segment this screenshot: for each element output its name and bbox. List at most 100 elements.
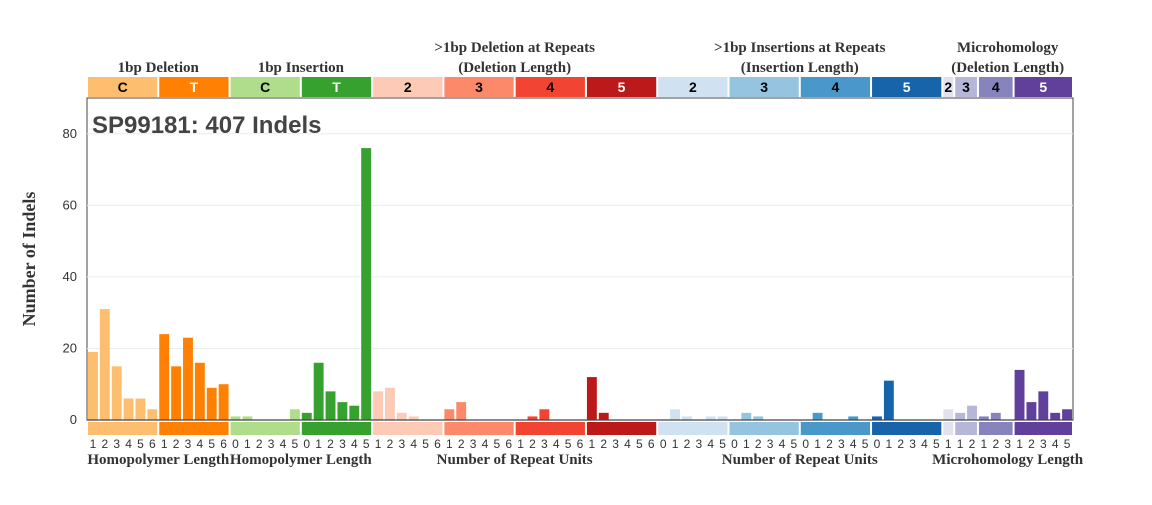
x-tick-label: 4 xyxy=(921,437,928,451)
x-tick-label: 6 xyxy=(505,437,512,451)
x-tick-label: 1 xyxy=(244,437,251,451)
bar xyxy=(741,412,752,420)
top-class-label: 5 xyxy=(1039,79,1047,95)
top-class-label: 4 xyxy=(832,79,840,95)
bottom-class-block xyxy=(1014,422,1072,435)
group-label-top: (Deletion Length) xyxy=(458,60,571,76)
x-tick-label: 5 xyxy=(719,437,726,451)
x-tick-label: 3 xyxy=(113,437,120,451)
x-tick-label: 2 xyxy=(1028,437,1035,451)
top-class-block xyxy=(586,77,657,97)
top-class-label: C xyxy=(260,79,270,95)
x-tick-label: 3 xyxy=(541,437,548,451)
bar xyxy=(1026,402,1037,420)
top-class-label: 5 xyxy=(618,79,626,95)
bottom-class-block xyxy=(230,422,300,435)
x-tick-label: 5 xyxy=(790,437,797,451)
bar xyxy=(598,412,609,420)
bottom-class-block xyxy=(444,422,514,435)
chart-title: SP99181: 407 Indels xyxy=(92,112,321,139)
x-tick-label: 5 xyxy=(862,437,869,451)
top-class-label: 5 xyxy=(903,79,911,95)
y-tick-label: 40 xyxy=(63,269,77,284)
top-class-block xyxy=(444,77,514,97)
top-class-block xyxy=(515,77,585,97)
x-tick-label: 1 xyxy=(446,437,453,451)
x-tick-label: 2 xyxy=(458,437,465,451)
group-label-top: >1bp Deletion at Repeats xyxy=(434,40,595,56)
bar xyxy=(183,337,193,420)
top-class-label: 3 xyxy=(475,79,483,95)
x-tick-label: 4 xyxy=(779,437,786,451)
x-tick-label: 1 xyxy=(945,437,952,451)
x-tick-label: 5 xyxy=(565,437,572,451)
x-tick-label: 3 xyxy=(909,437,916,451)
x-tick-label: 1 xyxy=(981,437,988,451)
bar xyxy=(159,334,170,420)
x-tick-label: 0 xyxy=(802,437,809,451)
y-tick-label: 60 xyxy=(63,197,77,212)
x-tick-label: 2 xyxy=(256,437,263,451)
x-tick-label: 4 xyxy=(624,437,631,451)
x-tick-label: 4 xyxy=(1052,437,1059,451)
bar xyxy=(812,412,823,420)
bottom-class-block xyxy=(88,422,158,435)
x-tick-label: 2 xyxy=(684,437,691,451)
bar xyxy=(753,416,764,420)
bar xyxy=(681,416,692,420)
x-tick-label: 5 xyxy=(636,437,643,451)
bar xyxy=(194,362,205,420)
group-label-top: (Insertion Length) xyxy=(741,60,859,76)
top-class-label: C xyxy=(118,79,128,95)
bar xyxy=(943,409,954,420)
x-tick-label: 5 xyxy=(422,437,429,451)
x-tick-label: 5 xyxy=(208,437,215,451)
x-tick-label: 1 xyxy=(743,437,750,451)
x-tick-label: 6 xyxy=(149,437,156,451)
bar xyxy=(456,402,467,420)
group-label-top: >1bp Insertions at Repeats xyxy=(714,40,886,56)
x-tick-label: 1 xyxy=(589,437,596,451)
x-tick-label: 3 xyxy=(470,437,477,451)
x-tick-label: 4 xyxy=(351,437,358,451)
x-tick-label: 2 xyxy=(600,437,607,451)
top-class-block xyxy=(301,77,372,97)
bar xyxy=(848,416,859,420)
x-tick-label: 6 xyxy=(220,437,227,451)
bar xyxy=(990,412,1001,420)
group-label-bottom: Number of Repeat Units xyxy=(722,452,878,468)
x-tick-label: 2 xyxy=(755,437,762,451)
group-label-top: (Deletion Length) xyxy=(951,60,1064,76)
top-class-block xyxy=(159,77,229,97)
x-tick-label: 0 xyxy=(232,437,239,451)
bar xyxy=(444,409,455,420)
x-tick-label: 6 xyxy=(577,437,584,451)
bar xyxy=(206,387,217,420)
y-tick-label: 0 xyxy=(70,412,77,427)
bar xyxy=(586,377,597,420)
bar xyxy=(967,405,977,420)
x-tick-label: 2 xyxy=(529,437,536,451)
x-tick-label: 2 xyxy=(992,437,999,451)
bar xyxy=(373,391,383,420)
bottom-class-block xyxy=(159,422,229,435)
x-tick-label: 2 xyxy=(387,437,394,451)
x-tick-label: 2 xyxy=(826,437,833,451)
x-tick-label: 1 xyxy=(517,437,524,451)
top-class-block xyxy=(800,77,871,97)
x-tick-label: 2 xyxy=(327,437,334,451)
x-tick-label: 5 xyxy=(363,437,370,451)
bar xyxy=(171,366,182,420)
bar xyxy=(242,416,253,420)
bar xyxy=(1014,369,1025,420)
bar xyxy=(384,387,395,420)
x-tick-label: 1 xyxy=(161,437,168,451)
x-tick-label: 1 xyxy=(957,437,964,451)
bottom-class-block xyxy=(658,422,728,435)
top-class-block xyxy=(872,77,942,97)
bar xyxy=(88,352,98,420)
x-tick-label: 2 xyxy=(969,437,976,451)
top-class-block xyxy=(955,77,977,97)
